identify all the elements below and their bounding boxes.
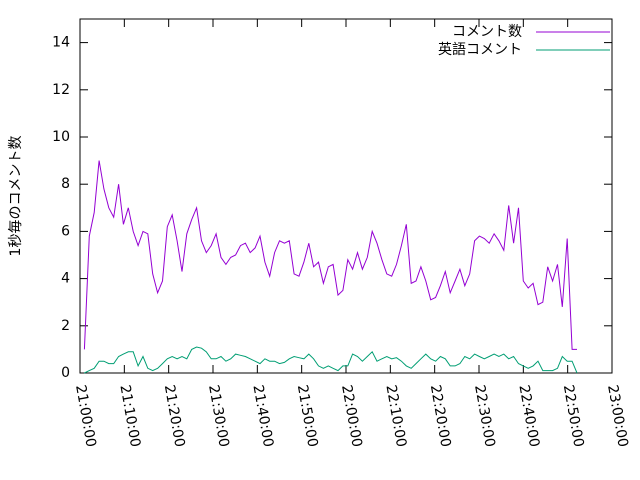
- y-tick-label: 6: [61, 223, 70, 239]
- x-tick-label: 21:00:00: [72, 384, 99, 449]
- y-tick-label: 14: [52, 35, 70, 51]
- y-axis-label: 1秒毎のコメント数: [8, 136, 24, 257]
- series-line: [84, 346, 578, 374]
- x-tick-label: 23:00:00: [604, 384, 631, 449]
- y-tick-label: 0: [61, 365, 70, 381]
- x-tick-label: 21:40:00: [249, 384, 276, 449]
- x-tick-label: 21:30:00: [205, 384, 232, 449]
- plot-border: [79, 18, 613, 374]
- x-tick-label: 22:30:00: [471, 384, 498, 449]
- y-tick-label: 8: [61, 176, 70, 192]
- y-tick-label: 10: [52, 129, 70, 145]
- x-tick-label: 22:10:00: [382, 384, 409, 449]
- x-tick-label: 21:20:00: [161, 384, 188, 449]
- series-line: [83, 160, 577, 350]
- y-tick-label: 2: [61, 318, 70, 334]
- x-tick-label: 22:00:00: [338, 384, 365, 449]
- legend-label: 英語コメント: [438, 41, 522, 58]
- y-tick-label: 12: [52, 82, 70, 98]
- y-tick-label: 4: [61, 271, 70, 287]
- legend-label: コメント数: [452, 24, 522, 40]
- x-tick-label: 22:20:00: [427, 384, 454, 449]
- x-tick-label: 22:40:00: [515, 384, 542, 449]
- x-tick-label: 22:50:00: [560, 384, 587, 449]
- x-tick-label: 21:10:00: [116, 384, 143, 449]
- x-tick-label: 21:50:00: [294, 384, 321, 449]
